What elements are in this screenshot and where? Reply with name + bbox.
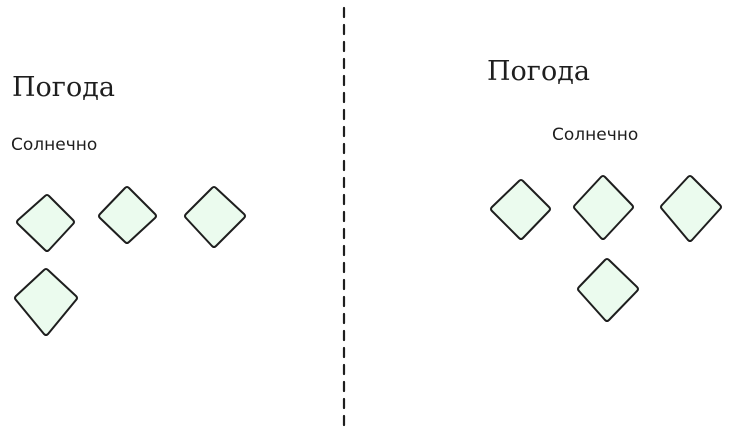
left-tile-3 [184, 186, 246, 248]
left-tile-1 [16, 194, 75, 252]
right-panel-subtitle: Солнечно [552, 125, 639, 145]
right-tile-3 [660, 175, 722, 242]
right-tile-1 [490, 179, 551, 240]
right-panel-title: Погода [487, 56, 590, 87]
left-panel-subtitle: Солнечно [11, 135, 98, 155]
right-tiles [490, 175, 722, 322]
right-tile-2 [573, 175, 634, 240]
left-tile-4 [14, 268, 78, 336]
left-panel-title: Погода [12, 72, 115, 103]
left-tile-2 [98, 186, 157, 244]
left-tiles [14, 186, 246, 336]
right-tile-4 [577, 258, 639, 322]
